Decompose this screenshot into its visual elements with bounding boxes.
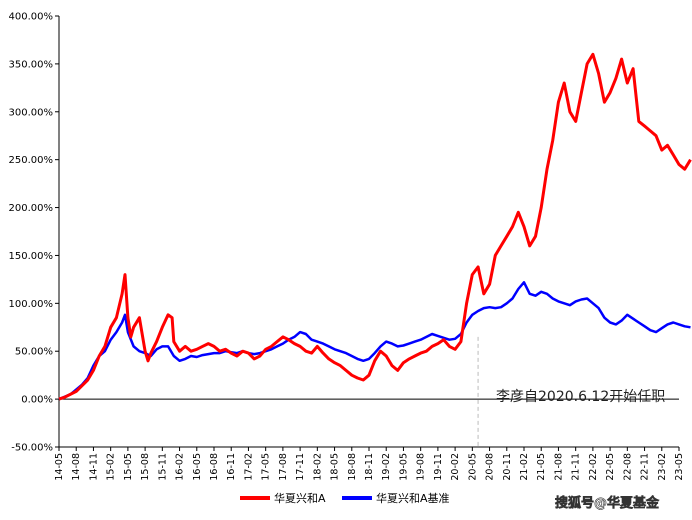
x-tick-label: 18-05 bbox=[330, 453, 341, 481]
x-tick-label: 16-05 bbox=[192, 453, 203, 481]
x-tick-label: 20-02 bbox=[450, 453, 461, 481]
x-tick-label: 23-05 bbox=[674, 453, 685, 481]
series-benchmark-line bbox=[58, 281, 691, 401]
y-tick-label: 100.00% bbox=[9, 299, 54, 310]
y-tick-label: 350.00% bbox=[9, 59, 54, 70]
x-tick-label: 22-11 bbox=[640, 453, 651, 481]
x-tick-label: 19-02 bbox=[381, 453, 392, 481]
legend-label-benchmark: 华夏兴和A基准 bbox=[376, 491, 450, 505]
legend: 华夏兴和A 华夏兴和A基准 bbox=[240, 491, 450, 505]
legend-label-fund: 华夏兴和A bbox=[274, 491, 326, 505]
x-tick-label: 16-02 bbox=[175, 453, 186, 481]
x-tick-label: 18-08 bbox=[347, 453, 358, 481]
x-tick-label: 15-08 bbox=[140, 453, 151, 481]
x-tick-label: 17-05 bbox=[261, 453, 272, 481]
x-tick-label: 22-05 bbox=[605, 453, 616, 481]
x-tick-label: 21-11 bbox=[571, 453, 582, 481]
y-tick-label: 200.00% bbox=[9, 203, 54, 214]
x-tick-label: 21-05 bbox=[536, 453, 547, 481]
x-tick-label: 18-11 bbox=[364, 453, 375, 481]
x-tick-label: 22-02 bbox=[588, 453, 599, 481]
x-tick-label: 19-11 bbox=[433, 453, 444, 481]
y-tick-label: 0.00% bbox=[21, 395, 53, 406]
x-tick-label: 14-08 bbox=[71, 453, 82, 481]
series-lines bbox=[58, 52, 692, 401]
x-tick-label: 20-05 bbox=[467, 453, 478, 481]
x-tick-label: 15-02 bbox=[106, 453, 117, 481]
watermark: 搜狐号@华夏基金 bbox=[555, 495, 660, 511]
x-axis: 14-05 14-08 14-11 15-02 15-05 15-08 15-11 16-02… bbox=[54, 398, 685, 481]
y-tick-label: 50.00% bbox=[15, 347, 53, 358]
x-tick-label: 21-02 bbox=[519, 453, 530, 481]
x-tick-label: 20-11 bbox=[502, 453, 513, 481]
x-tick-label: 15-05 bbox=[123, 453, 134, 481]
x-tick-label: 14-05 bbox=[54, 453, 65, 481]
tenure-annotation: 李彦自2020.6.12开始任职 bbox=[496, 389, 665, 405]
x-tick-label: 14-11 bbox=[88, 453, 99, 481]
y-tick-label: 300.00% bbox=[9, 107, 54, 118]
series-fund-line bbox=[58, 52, 692, 401]
y-tick-label: 250.00% bbox=[9, 155, 54, 166]
x-tick-label: 16-08 bbox=[209, 453, 220, 481]
y-tick-label: 150.00% bbox=[9, 251, 54, 262]
x-tick-label: 17-08 bbox=[278, 453, 289, 481]
x-tick-label: 15-11 bbox=[157, 453, 168, 481]
x-tick-label: 21-08 bbox=[553, 453, 564, 481]
y-tick-label: 400.00% bbox=[9, 12, 54, 23]
x-tick-label: 17-11 bbox=[295, 453, 306, 481]
x-tick-label: 16-11 bbox=[226, 453, 237, 481]
x-tick-label: 17-02 bbox=[243, 453, 254, 481]
y-axis: -50.00% 0.00% 50.00% 100.00% 150.00% 200.00% 2… bbox=[9, 12, 60, 454]
y-tick-label: -50.00% bbox=[11, 443, 53, 454]
x-tick-label: 22-08 bbox=[622, 453, 633, 481]
x-tick-label: 19-08 bbox=[416, 453, 427, 481]
x-tick-label: 23-02 bbox=[657, 453, 668, 481]
x-tick-label: 20-08 bbox=[485, 453, 496, 481]
x-tick-label: 19-05 bbox=[398, 453, 409, 481]
x-tick-label: 18-02 bbox=[312, 453, 323, 481]
